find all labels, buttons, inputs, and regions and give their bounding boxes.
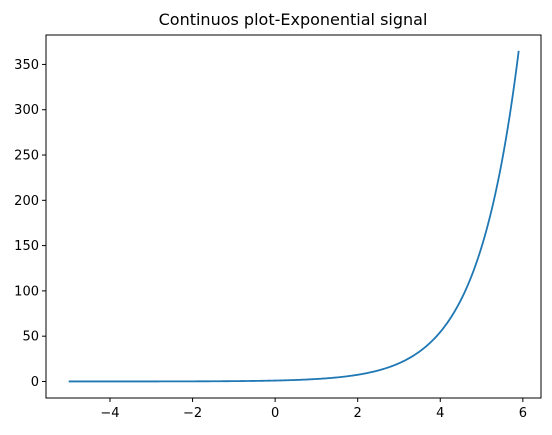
x-tick-label: 0 xyxy=(271,406,279,421)
chart-title: Continuos plot-Exponential signal xyxy=(159,10,428,29)
x-tick-label: 2 xyxy=(354,406,362,421)
x-tick-label: −2 xyxy=(183,406,202,421)
y-tick-label: 150 xyxy=(14,239,39,254)
y-tick-label: 200 xyxy=(14,194,39,209)
y-tick-label: 350 xyxy=(14,58,39,73)
y-tick-label: 300 xyxy=(14,103,39,118)
y-tick-label: 100 xyxy=(14,284,39,299)
plot-area xyxy=(68,50,520,383)
exponential-series-line xyxy=(68,50,520,383)
y-tick-label: 0 xyxy=(31,375,39,390)
y-axis: 0 50 100 150 200 250 300 350 xyxy=(14,58,46,390)
x-tick-label: 6 xyxy=(519,406,527,421)
y-tick-label: 250 xyxy=(14,149,39,164)
x-axis: −4 −2 0 2 4 6 xyxy=(100,398,527,421)
y-tick-label: 50 xyxy=(22,330,39,345)
axes-frame xyxy=(45,34,542,399)
x-tick-label: 4 xyxy=(436,406,444,421)
x-tick-label: −4 xyxy=(100,406,119,421)
